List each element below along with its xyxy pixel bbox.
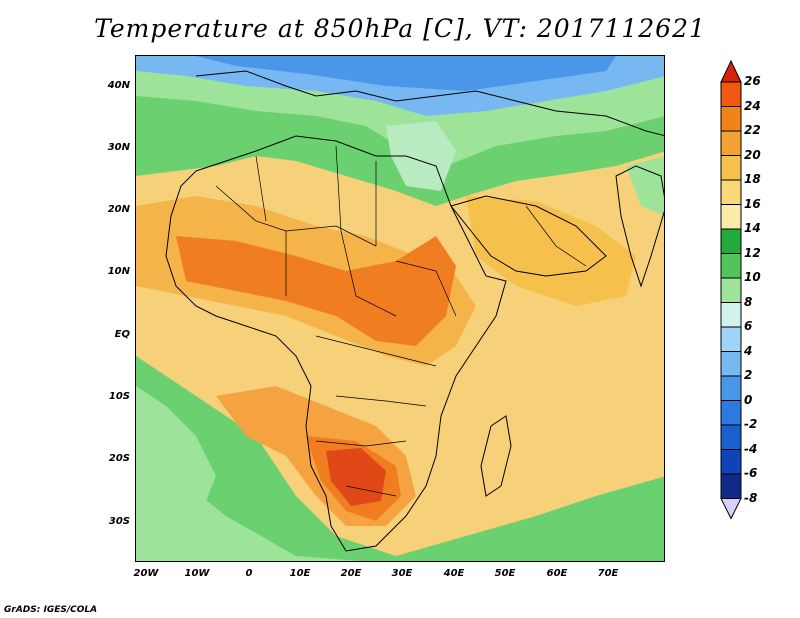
lat-label-40n: 40N	[107, 80, 130, 91]
temperature-map	[136, 56, 664, 561]
colorbar-swatch	[720, 253, 742, 279]
coastline-africa	[165, 135, 507, 552]
colorbar-top-arrow	[720, 60, 742, 83]
colorbar-swatch	[720, 302, 742, 328]
colorbar-swatch	[720, 351, 742, 377]
grads-credit: GrADS: IGES/COLA	[4, 605, 98, 615]
colorbar-swatch	[720, 375, 742, 401]
colorbar-level-label: 22	[744, 123, 761, 137]
colorbar-level-label: 24	[744, 98, 761, 113]
field-south-hottest	[326, 448, 386, 506]
colorbar-level-label: 20	[744, 147, 761, 162]
field-arabia-warm	[466, 196, 636, 306]
lat-label-10s: 10S	[108, 391, 130, 402]
field-south-light	[136, 436, 361, 561]
field-north-deep	[196, 56, 616, 91]
colorbar-swatch	[720, 228, 742, 254]
coastline-madagascar	[480, 415, 512, 497]
colorbar-level-label: 10	[744, 270, 761, 284]
colorbar-swatch	[720, 400, 742, 426]
colorbar-swatch	[720, 277, 742, 303]
lon-label-20w: 20W	[133, 568, 159, 579]
colorbar-level-label: 16	[744, 196, 761, 211]
lon-label-50e: 50E	[494, 568, 516, 579]
coastline-europe	[195, 70, 664, 137]
colorbar-swatch	[720, 81, 742, 107]
lon-label-10w: 10W	[184, 568, 210, 579]
lon-label-60e: 60E	[546, 568, 568, 579]
colorbar-bottom-arrow	[720, 498, 742, 520]
colorbar	[720, 60, 742, 520]
colorbar-level-label: 0	[744, 392, 753, 407]
colorbar-swatch	[720, 130, 742, 156]
colorbar-swatch	[720, 106, 742, 132]
field-india-cool	[626, 156, 664, 216]
lat-label-20s: 20S	[108, 453, 130, 464]
lat-label-10n: 10N	[107, 266, 130, 277]
colorbar-swatch	[720, 473, 742, 499]
lon-label-0: 0	[245, 568, 253, 579]
colorbar-swatch	[720, 326, 742, 352]
colorbar-swatch	[720, 155, 742, 181]
map-panel	[135, 55, 665, 562]
colorbar-level-label: -8	[744, 490, 758, 505]
lat-label-30n: 30N	[107, 142, 130, 153]
lat-label-eq: EQ	[114, 329, 130, 340]
field-west-ocean	[136, 386, 216, 536]
coastline-india	[615, 165, 664, 288]
coastline-arabia	[450, 195, 607, 277]
field-sahel-hot	[176, 236, 456, 346]
colorbar-level-label: 26	[744, 74, 761, 88]
colorbar-level-label: 4	[744, 343, 753, 358]
lon-label-30e: 30E	[391, 568, 413, 579]
colorbar-level-label: 14	[744, 221, 761, 235]
colorbar-level-label: 6	[744, 319, 753, 333]
lat-label-20n: 20N	[107, 204, 130, 215]
colorbar-swatch	[720, 449, 742, 475]
colorbar-level-label: -6	[744, 466, 758, 480]
colorbar-level-label: 2	[744, 368, 753, 382]
colorbar-swatch	[720, 179, 742, 205]
colorbar-level-label: 18	[744, 172, 761, 186]
chart-title: Temperature at 850hPa [C], VT: 201711262…	[94, 14, 706, 43]
lon-label-20e: 20E	[340, 568, 362, 579]
field-south-green	[136, 356, 664, 561]
lon-label-40e: 40E	[443, 568, 465, 579]
colorbar-level-label: 8	[744, 294, 753, 309]
country-borders	[215, 145, 587, 497]
lon-label-70e: 70E	[597, 568, 619, 579]
colorbar-swatch	[720, 424, 742, 450]
colorbar-swatch	[720, 204, 742, 230]
colorbar-level-label: -2	[744, 417, 758, 431]
lon-label-10e: 10E	[289, 568, 311, 579]
colorbar-level-label: 12	[744, 245, 761, 260]
colorbar-level-label: -4	[744, 441, 758, 456]
lat-label-30s: 30S	[108, 516, 130, 527]
